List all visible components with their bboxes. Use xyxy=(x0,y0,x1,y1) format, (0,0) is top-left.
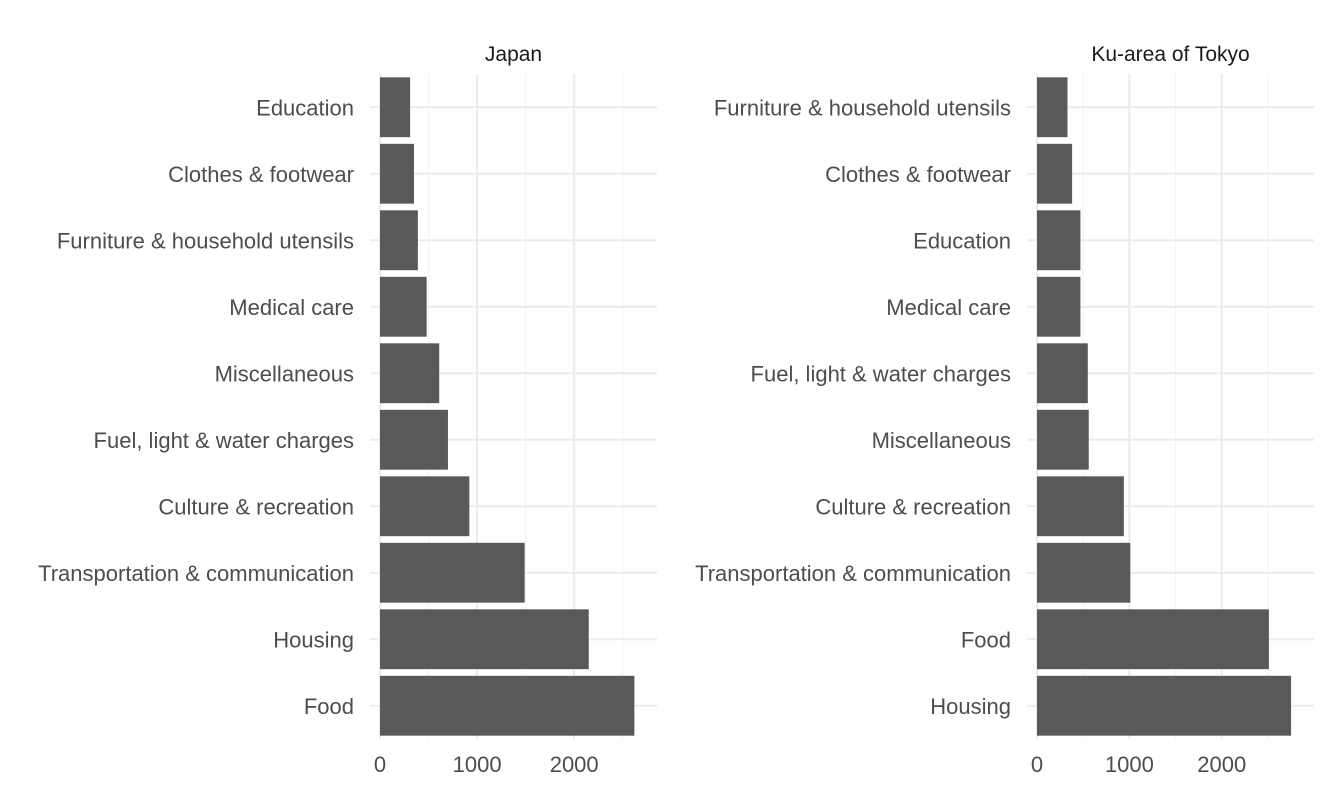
bar xyxy=(1037,210,1081,271)
y-tick-label: Medical care xyxy=(229,295,354,320)
bar xyxy=(1037,476,1124,537)
y-tick-label: Housing xyxy=(273,627,354,652)
y-tick-label: Fuel, light & water charges xyxy=(751,361,1011,386)
y-tick-label: Furniture & household utensils xyxy=(57,228,354,253)
y-tick-label: Medical care xyxy=(886,295,1011,320)
bar xyxy=(1037,77,1068,138)
y-tick-label: Food xyxy=(961,627,1011,652)
x-tick-label: 2000 xyxy=(550,752,599,777)
y-tick-label: Education xyxy=(913,228,1011,253)
bar xyxy=(380,343,440,404)
bar xyxy=(1037,675,1292,736)
bar xyxy=(1037,542,1131,603)
bar xyxy=(1037,409,1089,470)
y-tick-label: Culture & recreation xyxy=(815,494,1011,519)
x-tick-label: 0 xyxy=(1031,752,1043,777)
y-tick-label: Clothes & footwear xyxy=(168,162,354,187)
y-tick-label: Miscellaneous xyxy=(215,361,354,386)
panel-title: Japan xyxy=(485,43,542,66)
y-tick-label: Housing xyxy=(930,694,1011,719)
bar xyxy=(380,609,589,670)
y-tick-label: Transportation & communication xyxy=(695,561,1011,586)
bar xyxy=(380,675,635,736)
y-tick-label: Food xyxy=(304,694,354,719)
bar xyxy=(380,210,418,271)
y-tick-label: Culture & recreation xyxy=(158,494,354,519)
panel-title: Ku-area of Tokyo xyxy=(1091,43,1249,66)
bar xyxy=(1037,609,1269,670)
bar xyxy=(380,542,525,603)
x-tick-label: 1000 xyxy=(453,752,502,777)
y-tick-label: Furniture & household utensils xyxy=(714,95,1011,120)
x-tick-label: 1000 xyxy=(1105,752,1154,777)
y-tick-label: Transportation & communication xyxy=(38,561,354,586)
y-tick-label: Fuel, light & water charges xyxy=(94,428,354,453)
y-tick-label: Education xyxy=(256,95,354,120)
bar xyxy=(1037,276,1081,337)
bar xyxy=(380,409,448,470)
bar xyxy=(380,476,470,537)
bar xyxy=(380,276,427,337)
x-tick-label: 0 xyxy=(374,752,386,777)
y-tick-label: Miscellaneous xyxy=(872,428,1011,453)
bar xyxy=(1037,343,1088,404)
y-tick-label: Clothes & footwear xyxy=(825,162,1011,187)
bar xyxy=(1037,143,1073,204)
x-tick-label: 2000 xyxy=(1197,752,1246,777)
bar xyxy=(380,77,411,138)
bar xyxy=(380,143,414,204)
